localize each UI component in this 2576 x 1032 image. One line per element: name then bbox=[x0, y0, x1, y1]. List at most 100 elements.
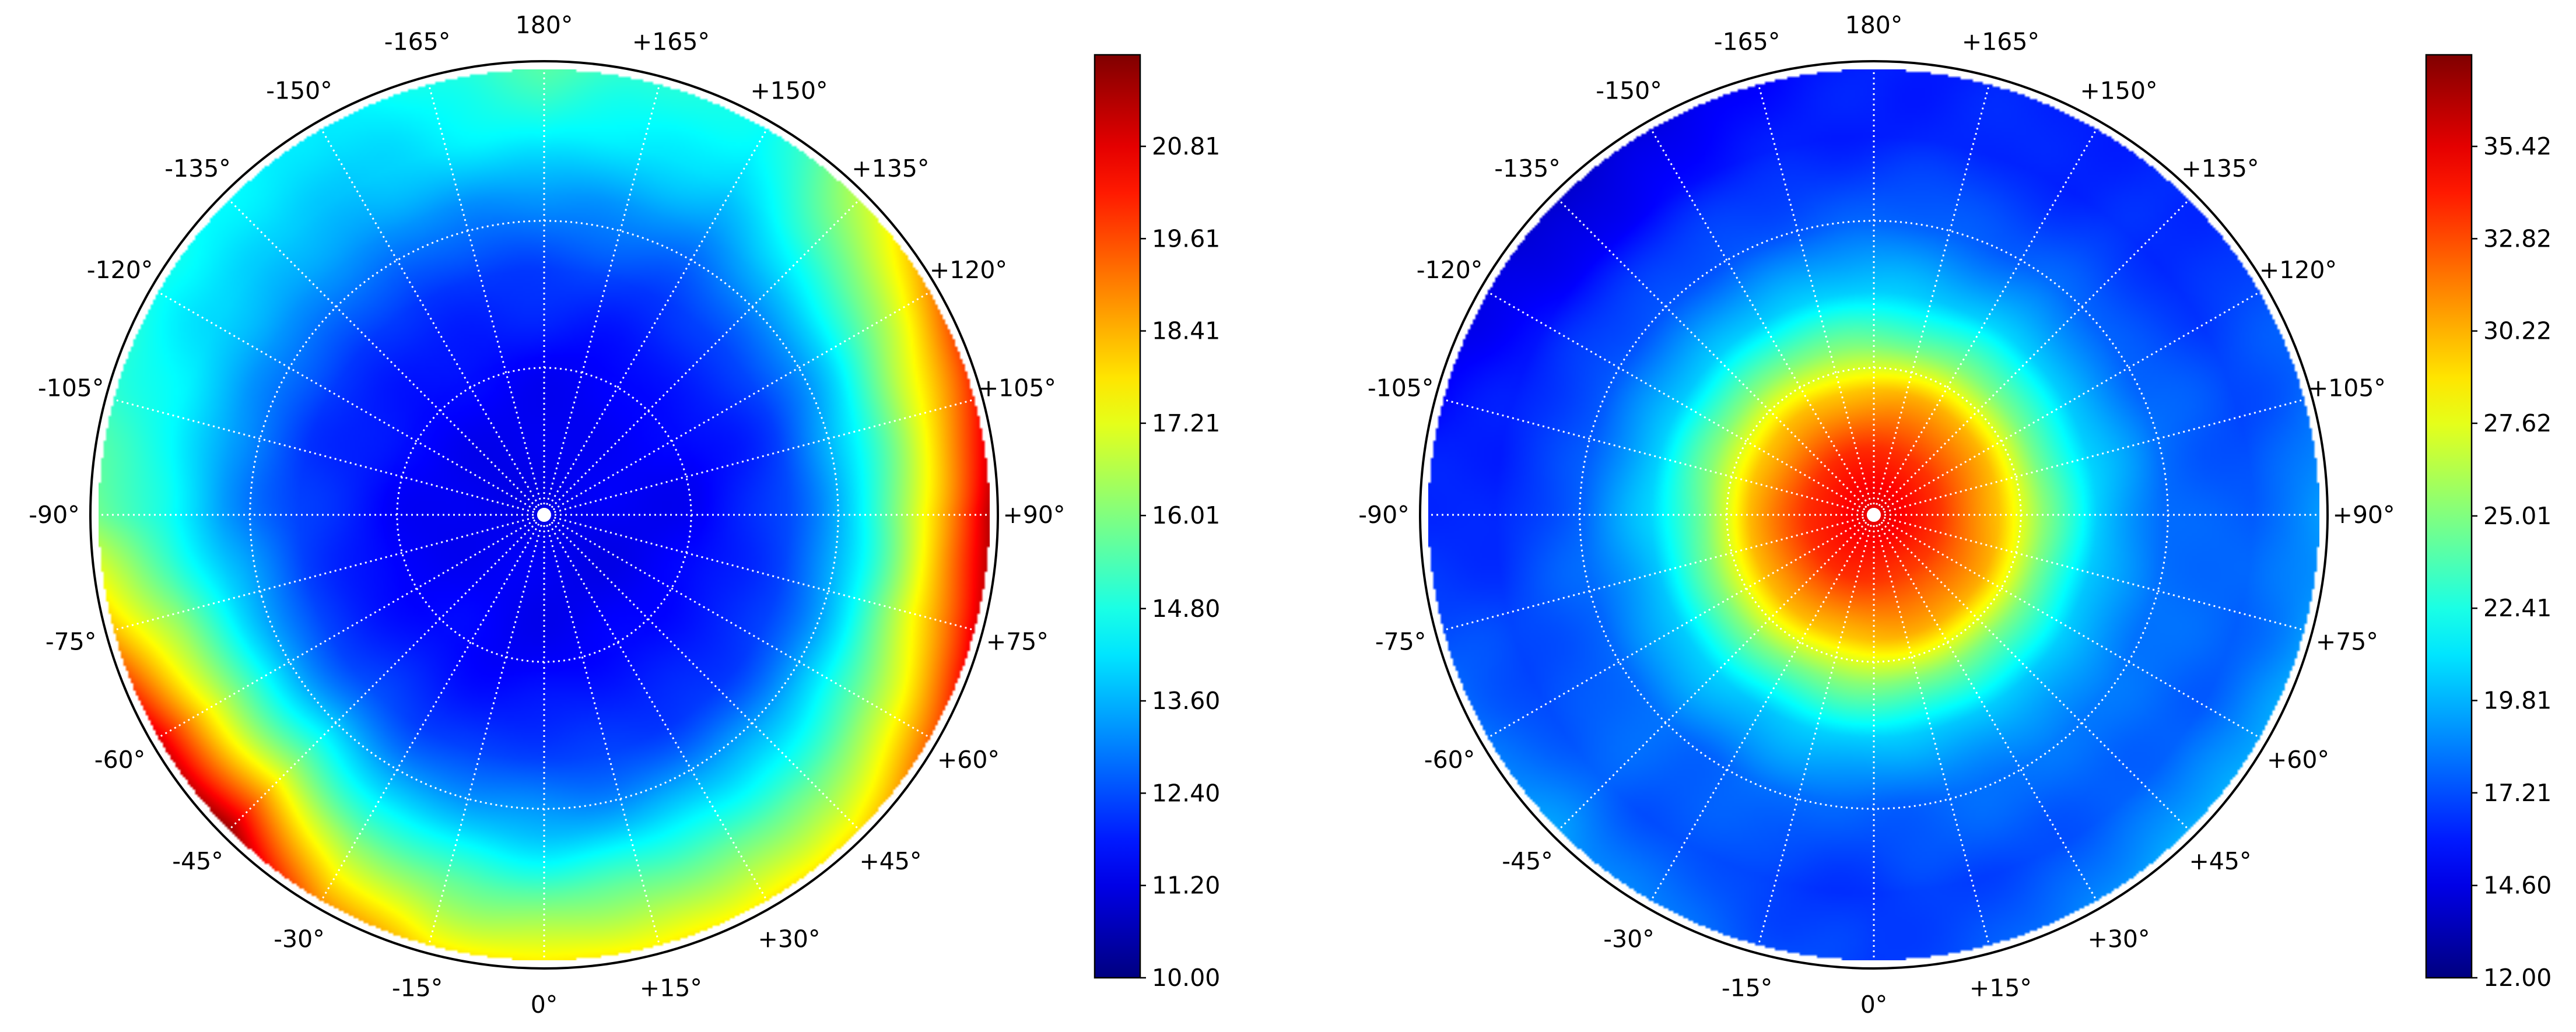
angular-grid-line bbox=[1873, 514, 1990, 946]
angular-grid-line bbox=[113, 398, 545, 516]
colorbar-tick-label: 10.00 bbox=[1152, 964, 1220, 992]
angular-tick-label: -30° bbox=[1603, 925, 1654, 953]
colorbar-tick-label: 19.81 bbox=[2483, 686, 2552, 714]
polar-panel-1: 180° +165° +150° +135° +120° +105° +90° +75° +60… bbox=[29, 11, 1220, 1019]
angular-tick-label: +90° bbox=[1003, 501, 1065, 529]
angular-tick-label: 0° bbox=[531, 991, 558, 1019]
colorbar: 12.00 14.60 17.21 19.81 22.41 25.01 27.62 30.22… bbox=[2425, 54, 2552, 992]
angular-grid-line bbox=[1443, 514, 1874, 631]
angular-grid-line bbox=[1873, 128, 2098, 515]
colorbar-tick-label: 16.01 bbox=[1152, 501, 1220, 529]
colorbar-tick-label: 17.21 bbox=[2483, 779, 2552, 807]
angular-tick-label: -75° bbox=[1375, 627, 1426, 655]
angular-grid-line bbox=[543, 514, 860, 831]
angular-grid-line bbox=[544, 514, 931, 739]
colorbar-tick-label: 19.61 bbox=[1152, 224, 1220, 252]
angular-tick-label: +75° bbox=[986, 627, 1049, 655]
polar-frame bbox=[89, 60, 999, 970]
polar-grid bbox=[99, 69, 990, 960]
angular-tick-label: +135° bbox=[2181, 155, 2259, 182]
angular-tick-label: 0° bbox=[1860, 991, 1888, 1019]
colorbar-tick-label: 22.41 bbox=[2483, 594, 2552, 622]
colorbar-tick-label: 14.80 bbox=[1152, 595, 1220, 623]
angular-tick-label: +15° bbox=[1969, 974, 2032, 1002]
angular-grid-line bbox=[544, 398, 975, 516]
angular-grid-line bbox=[427, 84, 545, 515]
angular-tick-label: -135° bbox=[164, 155, 231, 182]
angular-tick-label: +75° bbox=[2316, 627, 2378, 655]
colorbar-gradient bbox=[1094, 54, 1141, 979]
angular-tick-label: -15° bbox=[392, 974, 443, 1002]
angular-tick-label: +45° bbox=[2189, 847, 2251, 875]
angular-grid-line bbox=[157, 291, 545, 516]
angular-tick-label: +105° bbox=[2308, 374, 2386, 402]
angular-tick-label: +165° bbox=[1962, 28, 2039, 56]
colorbar-tick-label: 17.21 bbox=[1152, 409, 1220, 437]
angular-tick-label: -60° bbox=[94, 746, 145, 774]
angular-grid-line bbox=[543, 199, 860, 516]
angular-grid-line bbox=[1873, 84, 1990, 515]
angular-tick-label: +45° bbox=[859, 847, 921, 875]
angular-grid-line bbox=[543, 514, 768, 901]
colorbar-tick-label: 13.60 bbox=[1152, 687, 1220, 715]
polar-panel-2: 180° +165° +150° +135° +120° +105° +90° +75° +60… bbox=[1358, 11, 2552, 1019]
angular-tick-labels: 180° +165° +150° +135° +120° +105° +90° +75° +60… bbox=[29, 11, 1065, 1019]
colorbar-tick-label: 25.01 bbox=[2483, 502, 2552, 530]
angular-tick-label: +30° bbox=[2087, 925, 2150, 953]
colorbar-tick-label: 30.22 bbox=[2483, 317, 2552, 345]
colorbar-tick-label: 32.82 bbox=[2483, 224, 2552, 252]
angular-grid-line bbox=[228, 199, 545, 516]
angular-tick-label: +60° bbox=[937, 746, 1000, 774]
angular-tick-label: -75° bbox=[45, 627, 96, 655]
angular-grid-line bbox=[1487, 291, 1874, 516]
colorbar-tick-label: 35.42 bbox=[2483, 132, 2552, 160]
angular-tick-label: 180° bbox=[516, 11, 573, 39]
angular-grid-line bbox=[113, 514, 545, 631]
angular-grid-line bbox=[1873, 398, 2305, 516]
angular-tick-label: -15° bbox=[1722, 974, 1772, 1002]
angular-grid-line bbox=[543, 514, 661, 946]
angular-tick-label: -165° bbox=[384, 28, 451, 56]
polar-grid bbox=[1428, 69, 2319, 960]
angular-tick-label: +15° bbox=[640, 974, 702, 1002]
angular-tick-label: +30° bbox=[758, 925, 820, 953]
colorbar-tick-label: 11.20 bbox=[1152, 872, 1220, 900]
angular-grid-line bbox=[320, 128, 545, 515]
angular-tick-label: -165° bbox=[1714, 28, 1781, 56]
angular-grid-line bbox=[1650, 514, 1875, 901]
angular-tick-label: -120° bbox=[87, 256, 153, 284]
angular-grid-line bbox=[1757, 84, 1875, 515]
colorbar-tick-label: 27.62 bbox=[2483, 409, 2552, 437]
angular-tick-label: -150° bbox=[266, 77, 332, 105]
angular-tick-label: +105° bbox=[979, 374, 1056, 402]
angular-grid-line bbox=[543, 84, 661, 515]
angular-tick-label: -150° bbox=[1596, 77, 1662, 105]
colorbar-tick-label: 12.00 bbox=[2483, 964, 2552, 992]
angular-tick-label: +135° bbox=[851, 155, 929, 182]
angular-tick-label: -105° bbox=[1368, 374, 1434, 402]
angular-tick-label: 180° bbox=[1845, 11, 1903, 39]
colorbar-gradient bbox=[2425, 54, 2473, 979]
angular-tick-label: -30° bbox=[274, 925, 324, 953]
angular-tick-label: -90° bbox=[29, 501, 79, 529]
colorbar-tick-label: 12.40 bbox=[1152, 779, 1220, 807]
angular-tick-label: -105° bbox=[38, 374, 104, 402]
angular-grid-line bbox=[1558, 514, 1875, 831]
angular-tick-label: +120° bbox=[930, 256, 1007, 284]
colorbar-tick-label: 18.41 bbox=[1152, 317, 1220, 345]
angular-grid-line bbox=[320, 514, 545, 901]
angular-grid-line bbox=[1873, 514, 2098, 901]
angular-tick-label: +120° bbox=[2259, 256, 2337, 284]
angular-grid-line bbox=[1650, 128, 1875, 515]
angular-tick-label: +165° bbox=[632, 28, 710, 56]
angular-grid-line bbox=[544, 291, 931, 516]
angular-tick-label: -90° bbox=[1358, 501, 1409, 529]
center-marker bbox=[1868, 509, 1880, 521]
angular-tick-label: +150° bbox=[2080, 77, 2157, 105]
angular-grid-line bbox=[544, 514, 975, 631]
angular-tick-labels: 180° +165° +150° +135° +120° +105° +90° +75° +60… bbox=[1358, 11, 2395, 1019]
angular-grid-line bbox=[228, 514, 545, 831]
angular-tick-label: -45° bbox=[1502, 847, 1552, 875]
colorbar-tick-label: 14.60 bbox=[2483, 872, 2552, 900]
